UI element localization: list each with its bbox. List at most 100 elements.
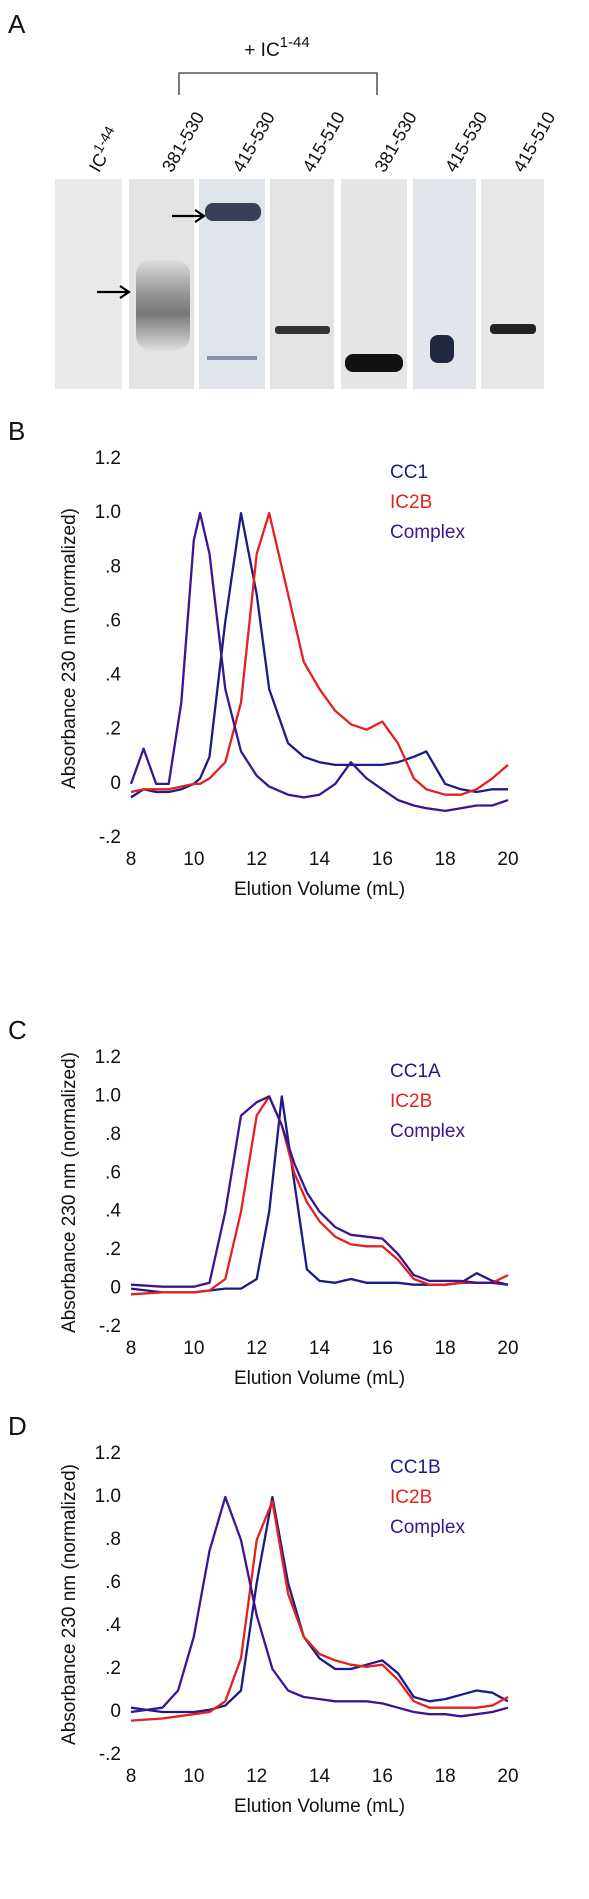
lane-label-sup: 1-44 [89, 123, 117, 155]
gel-band [207, 356, 257, 360]
y-tick-label: .4 [105, 1615, 121, 1636]
x-tick-label: 14 [309, 1338, 331, 1359]
arrow [97, 285, 131, 299]
y-tick-label: .6 [105, 1572, 121, 1593]
bracket-label: + IC1-44 [244, 34, 309, 61]
x-tick-label: 10 [183, 1766, 204, 1787]
bracket-label-text: + IC [244, 40, 279, 61]
x-tick-label: 10 [183, 1338, 204, 1359]
x-tick-label: 14 [309, 849, 331, 870]
y-tick-label: .4 [105, 1201, 121, 1222]
panel-label: A [8, 9, 26, 39]
x-tick-label: 20 [497, 1338, 518, 1359]
y-tick-label: .2 [105, 1239, 121, 1260]
lane-label: 415-530 [441, 108, 491, 175]
x-tick-label: 14 [309, 1766, 331, 1787]
lane-label-text: 381-530 [370, 108, 420, 175]
gel-band [136, 260, 190, 350]
series-line [130, 1095, 509, 1288]
series-line [130, 511, 509, 796]
lane-label: 415-510 [509, 108, 559, 175]
lane-label: 415-530 [228, 108, 278, 175]
lane-label-text: 415-530 [441, 108, 491, 175]
x-tick-label: 12 [246, 849, 267, 870]
x-tick-label: 8 [126, 1338, 137, 1359]
gel-band [345, 354, 403, 372]
x-tick-label: 12 [246, 1338, 267, 1359]
gel-band [275, 326, 330, 334]
lane-label-text: 381-530 [158, 108, 208, 175]
x-tick-label: 18 [435, 1338, 456, 1359]
y-tick-label: .8 [105, 1529, 121, 1550]
y-axis-title: Absorbance 230 nm (normalized) [59, 1052, 80, 1333]
x-tick-label: 8 [126, 1766, 137, 1787]
y-tick-label: 1.2 [95, 1443, 121, 1464]
legend-entry: Complex [390, 522, 465, 543]
x-tick-label: 16 [372, 1338, 393, 1359]
x-axis-title: Elution Volume (mL) [234, 879, 405, 900]
y-tick-label: 1.2 [95, 448, 121, 469]
legend-entry: IC2B [390, 1091, 432, 1112]
y-tick-label: .8 [105, 1124, 121, 1145]
y-tick-label: 1.2 [95, 1047, 121, 1068]
x-axis-title: Elution Volume (mL) [234, 1796, 405, 1817]
y-tick-label: .6 [105, 1162, 121, 1183]
y-tick-label: .8 [105, 556, 121, 577]
series-line [130, 1095, 509, 1296]
y-axis-title: Absorbance 230 nm (normalized) [59, 508, 80, 789]
y-tick-label: .4 [105, 665, 121, 686]
y-tick-label: 0 [110, 1278, 121, 1299]
x-axis-title: Elution Volume (mL) [234, 1368, 405, 1389]
y-tick-label: 1.0 [95, 1085, 121, 1106]
series-line [129, 511, 509, 813]
series-line [130, 511, 508, 799]
x-tick-label: 8 [126, 849, 137, 870]
y-tick-label: 0 [110, 773, 121, 794]
x-tick-label: 16 [372, 849, 393, 870]
legend-entry: Complex [390, 1121, 465, 1142]
x-tick-label: 18 [435, 1766, 456, 1787]
y-tick-label: 0 [110, 1701, 121, 1722]
legend-entry: CC1B [390, 1457, 441, 1478]
gel-lane [55, 179, 122, 389]
y-tick-label: -.2 [99, 827, 121, 848]
legend-entry: IC2B [390, 492, 432, 513]
lane-label-text: 415-530 [228, 108, 278, 175]
x-tick-label: 18 [435, 849, 456, 870]
lane-label-text: 415-510 [509, 108, 559, 175]
arrow [172, 209, 206, 223]
legend-entry: IC2B [390, 1487, 432, 1508]
lane-label: IC1-44 [80, 123, 125, 176]
gel-band [430, 335, 454, 363]
x-tick-label: 12 [246, 1766, 267, 1787]
bracket-label-sup: 1-44 [280, 34, 310, 51]
legend-entry: CC1 [390, 462, 428, 483]
lane-label: 381-530 [158, 108, 208, 175]
y-tick-label: -.2 [99, 1316, 121, 1337]
bracket [178, 72, 378, 95]
lane-label: 415-510 [298, 108, 348, 175]
x-tick-label: 20 [497, 1766, 518, 1787]
x-tick-label: 16 [372, 1766, 393, 1787]
lane-label: 381-530 [370, 108, 420, 175]
x-tick-label: 20 [497, 849, 518, 870]
legend-entry: CC1A [390, 1061, 441, 1082]
legend-entry: Complex [390, 1517, 465, 1538]
gel-lane [481, 179, 544, 389]
y-tick-label: .6 [105, 610, 121, 631]
series-line [130, 1495, 509, 1714]
y-tick-label: .2 [105, 719, 121, 740]
y-tick-label: 1.0 [95, 1486, 121, 1507]
gel-band [205, 203, 261, 221]
y-tick-label: 1.0 [95, 502, 121, 523]
series-line [130, 1495, 509, 1718]
panel-label: C [8, 1015, 27, 1045]
y-axis-title: Absorbance 230 nm (normalized) [59, 1464, 80, 1745]
panel-label: B [8, 416, 25, 446]
y-tick-label: .2 [105, 1658, 121, 1679]
lane-label-text: IC [85, 150, 111, 176]
lane-label-text: 415-510 [298, 108, 348, 175]
panel-label: D [8, 1411, 27, 1441]
gel-band [490, 324, 536, 334]
